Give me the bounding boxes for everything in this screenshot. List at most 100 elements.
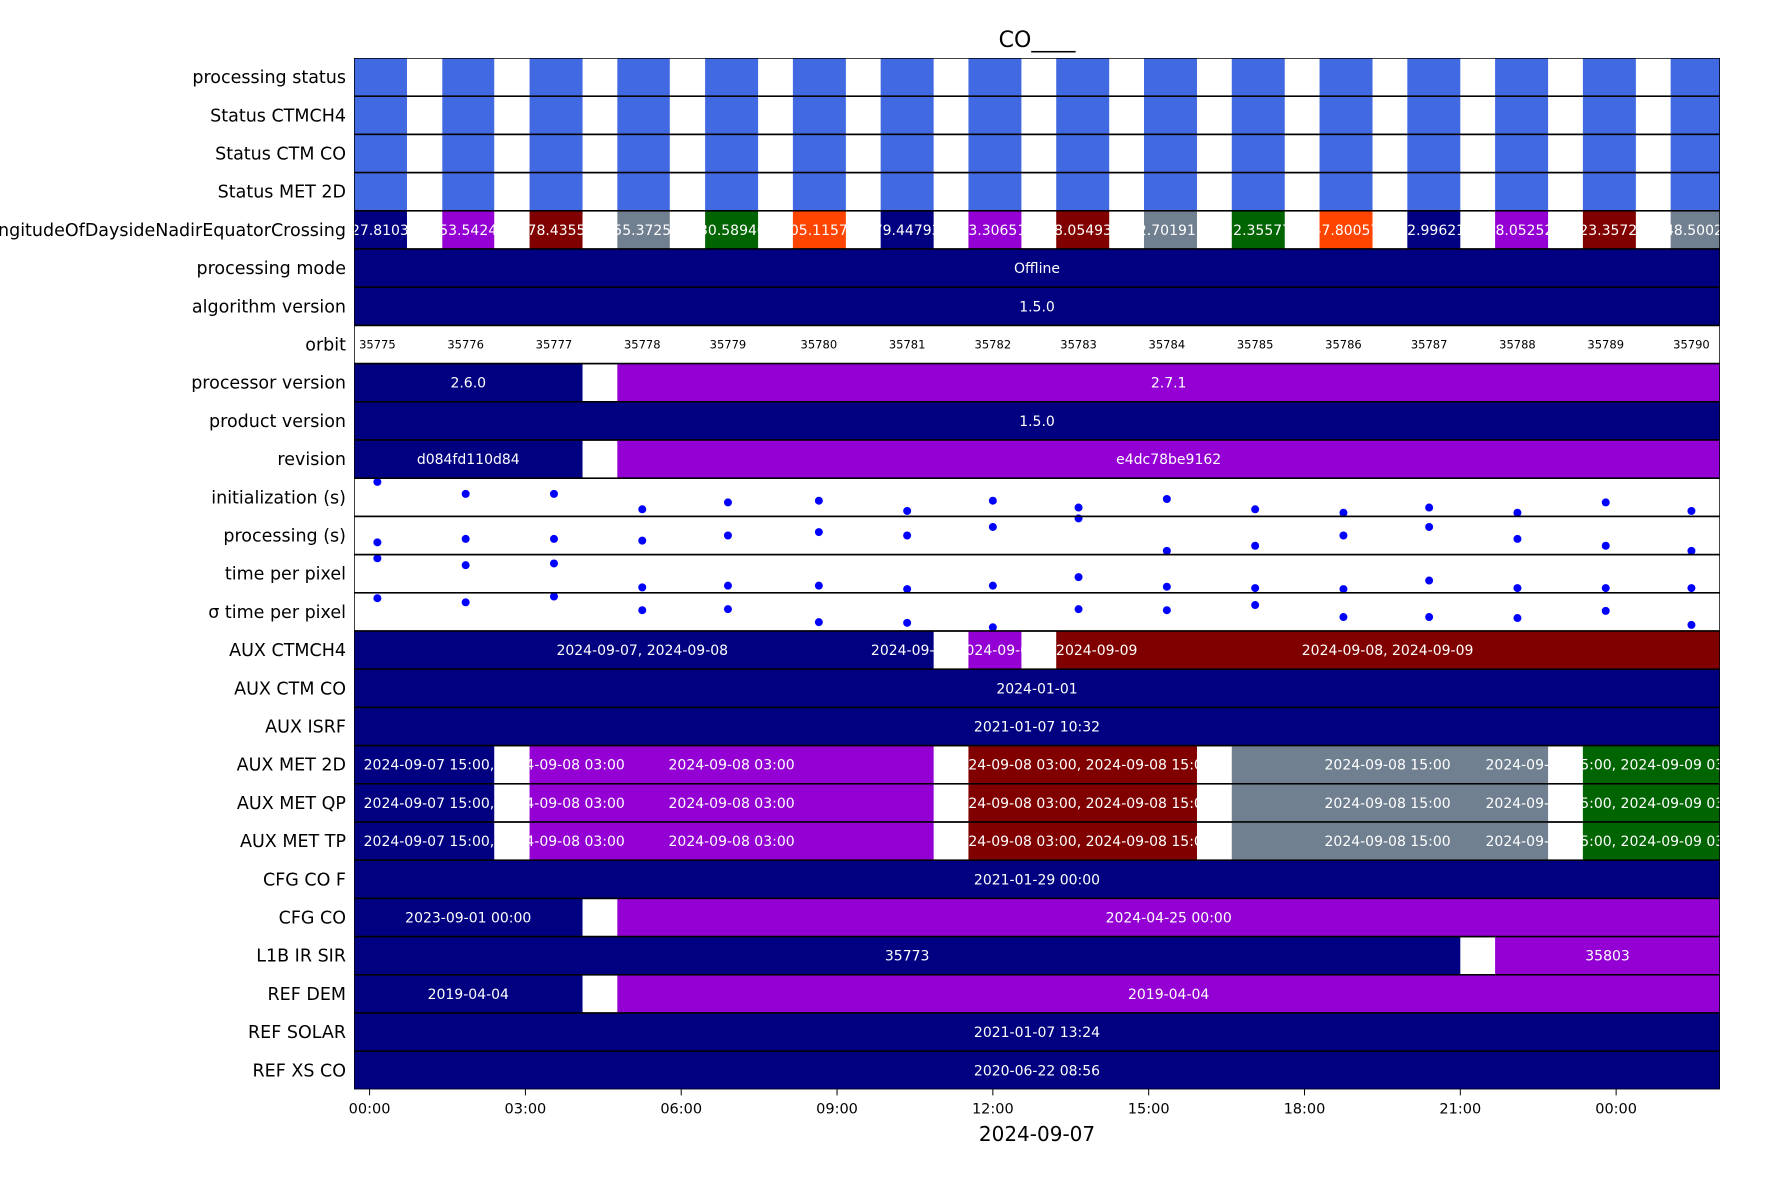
status-bar [792, 96, 846, 135]
x-axis: 00:00 03:00 06:00 09:00 12:00 15:00 18:00 21:00… [349, 1089, 1637, 1117]
data-point [988, 496, 997, 505]
data-point [723, 581, 732, 590]
status-bar [880, 134, 934, 173]
data-point [638, 505, 647, 514]
data-point [638, 583, 647, 592]
status-bar [442, 96, 495, 135]
status-bar [1056, 96, 1110, 135]
longitude-value: -153.54240 [425, 223, 506, 239]
data-point [1687, 546, 1696, 555]
x-tick-label: 18:00 [1284, 1101, 1326, 1117]
status-bar [1231, 96, 1285, 135]
status-bar [968, 172, 1022, 211]
longitude-value: 2.70191 [1138, 223, 1196, 239]
band-label: 2020-06-22 08:56 [974, 1063, 1100, 1079]
band-label: 2024-09-07 15:00, 2024-09-08 03:00 [364, 758, 625, 774]
band-segment [1056, 631, 1720, 670]
row-frame [354, 592, 1720, 632]
data-point [988, 522, 997, 531]
x-tick-label: 03:00 [505, 1101, 547, 1117]
row-label: σ time per pixel [208, 603, 346, 623]
data-point [1601, 584, 1610, 593]
status-bar [1056, 172, 1110, 211]
band-label: 2024-09-08 15:00 [1325, 758, 1451, 774]
data-point [1162, 582, 1171, 591]
x-tick-label: 06:00 [660, 1101, 702, 1117]
row-label: AUX CTMCH4 [229, 641, 346, 661]
data-point [814, 581, 823, 590]
band-segment [617, 898, 1720, 937]
data-point [549, 489, 558, 498]
band-segment [1582, 822, 1720, 861]
status-bar [1582, 58, 1636, 97]
data-point [461, 534, 470, 543]
longitude-value: 130.58940 [690, 223, 766, 239]
band-segment [354, 249, 1720, 288]
band-segment [354, 707, 1720, 746]
data-point [373, 538, 382, 547]
band-label: 2021-01-07 13:24 [974, 1025, 1100, 1041]
status-bar [1407, 58, 1461, 97]
longitude-value: -178.43556 [514, 223, 595, 239]
band-segment [529, 783, 934, 822]
status-bar [1407, 134, 1461, 173]
status-bar [1143, 96, 1197, 135]
data-point [723, 531, 732, 540]
status-bar [442, 134, 495, 173]
band-label: e4dc78be9162 [1116, 452, 1221, 468]
status-bar [1231, 172, 1285, 211]
data-point [549, 559, 558, 568]
band-label: 2024-09-07, 2024-09-08 [556, 643, 728, 659]
status-bar [1582, 134, 1636, 173]
orbit-number: 35782 [975, 338, 1012, 352]
status-bar [705, 96, 759, 135]
data-point [549, 592, 558, 601]
x-tick-label: 00:00 [349, 1101, 391, 1117]
row-l1b-ir-sir: 35773 35803 [354, 935, 1720, 976]
status-bar [705, 172, 759, 211]
band-label: 2023-09-01 00:00 [405, 911, 531, 927]
orbit-number: 35780 [801, 338, 838, 352]
chart-title: CO____ [999, 28, 1077, 53]
row-ref-xs-co: 2020-06-22 08:56 [354, 1050, 1720, 1090]
status-bar [529, 96, 583, 135]
band-label: 2.6.0 [450, 376, 486, 392]
x-tick-label: 09:00 [816, 1101, 858, 1117]
band-segment [968, 631, 1022, 670]
data-point [638, 606, 647, 615]
band-segment [1231, 822, 1549, 861]
longitude-bar [968, 210, 1022, 249]
row-label: processor version [191, 374, 346, 394]
status-bar [1495, 96, 1549, 135]
data-point [1425, 613, 1434, 622]
longitude-value: 79.44793 [874, 223, 941, 239]
row-longitudeofdaysidenadirequatorcrossing: -127.81030 -153.54240 -178.43556 155.37259 1… [354, 210, 1720, 250]
status-bar [792, 172, 846, 211]
row-label: time per pixel [225, 565, 346, 585]
band-segment [1582, 783, 1720, 822]
data-point [903, 506, 912, 515]
data-point [1074, 573, 1083, 582]
data-point [903, 531, 912, 540]
row-label: product version [209, 412, 346, 432]
status-bar [442, 172, 495, 211]
data-point [1513, 584, 1522, 593]
status-bar [354, 96, 407, 135]
orbit-number: 35781 [889, 338, 926, 352]
status-bar [617, 134, 670, 173]
data-point [814, 528, 823, 537]
longitude-bar [529, 210, 583, 249]
row-status-ctm-co [354, 133, 1720, 174]
band-segment [354, 745, 495, 784]
data-point [1074, 514, 1083, 523]
longitude-value: -47.80057 [1308, 223, 1380, 239]
band-segment [1582, 745, 1720, 784]
longitude-bar [1670, 210, 1720, 249]
status-bar [1670, 172, 1720, 211]
data-point [1339, 531, 1348, 540]
status-bar [1495, 134, 1549, 173]
longitude-value: 28.05493 [1045, 223, 1112, 239]
band-segment [354, 401, 1720, 440]
x-tick-label: 21:00 [1439, 1101, 1481, 1117]
longitude-bar [442, 210, 495, 249]
